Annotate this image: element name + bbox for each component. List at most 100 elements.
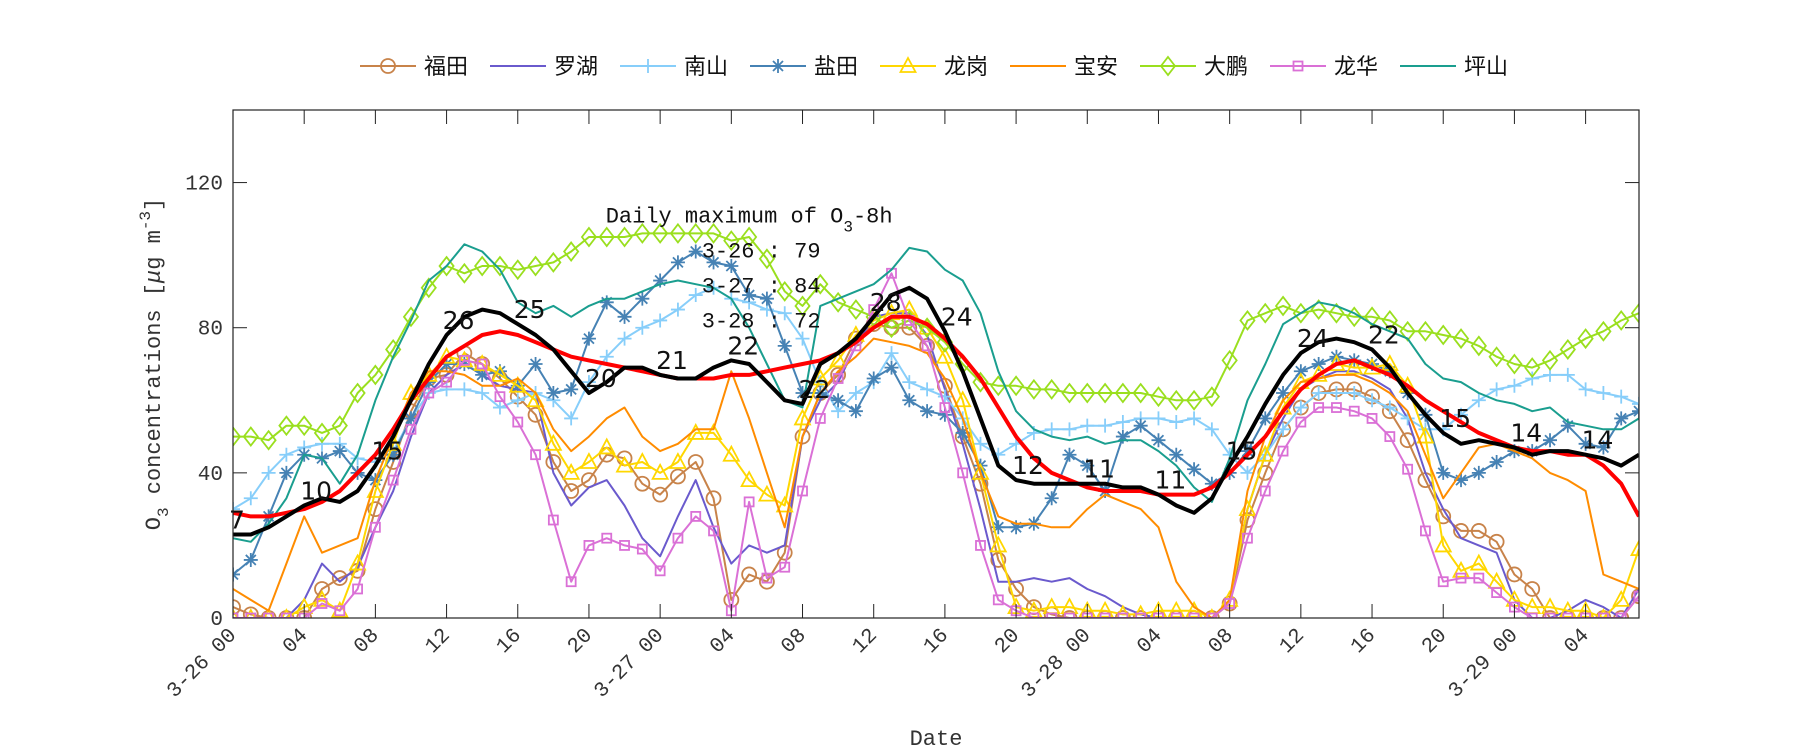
data-point (957, 467, 969, 479)
data-point (1382, 400, 1397, 415)
data-point (1242, 532, 1253, 544)
data-point (475, 367, 490, 382)
data-point (1132, 610, 1149, 618)
data-point (233, 502, 240, 517)
data-point (261, 465, 276, 480)
data-point (331, 415, 348, 437)
x-tick-label: 16 (1347, 625, 1381, 659)
data-point (456, 262, 473, 284)
data-point (280, 612, 292, 618)
data-point (829, 350, 848, 368)
data-point (1524, 357, 1541, 379)
y-axis-title: O3 concentrations [μg m-3] (137, 198, 173, 530)
data-point (1167, 600, 1186, 618)
data-point (1577, 328, 1594, 350)
data-point (975, 540, 986, 551)
legend-marker (771, 59, 785, 73)
data-point (991, 520, 1006, 535)
data-point (1420, 525, 1431, 537)
data-point (457, 382, 472, 397)
data-point (490, 364, 509, 382)
smooth-line (233, 314, 1639, 519)
data-point (724, 259, 739, 274)
data-point (579, 452, 598, 469)
legend-marker (1159, 55, 1177, 77)
data-point (1434, 535, 1453, 553)
data-point (474, 255, 491, 277)
mean-line-label: 22 (727, 331, 759, 360)
data-point (1062, 422, 1077, 437)
data-point (1257, 464, 1274, 481)
data-point (1132, 382, 1149, 404)
data-point (1560, 418, 1575, 433)
data-point (402, 306, 420, 328)
data-point (1346, 306, 1363, 328)
axes-box (232, 109, 1640, 619)
mean-line-label: 15 (1439, 404, 1471, 433)
data-point (1204, 476, 1219, 491)
data-point (937, 389, 952, 404)
data-point (814, 413, 826, 424)
data-point (263, 612, 274, 618)
data-point (599, 295, 614, 310)
data-point (441, 376, 452, 388)
data-point (314, 581, 330, 597)
data-point (1169, 447, 1184, 462)
data-point (1416, 426, 1435, 444)
data-point (1044, 422, 1059, 437)
data-point (777, 338, 792, 353)
data-point (848, 404, 863, 419)
data-point (688, 244, 703, 259)
data-point (1240, 465, 1255, 480)
data-point (920, 382, 935, 397)
data-point (1169, 415, 1184, 430)
data-point (1633, 590, 1639, 602)
data-point (1046, 612, 1058, 618)
data-point (601, 532, 613, 544)
daily-max-annotation: Daily maximum of O3-8h 3-26 : 79 3-27 : 84… (606, 205, 893, 335)
data-point (1185, 389, 1203, 411)
data-point (992, 594, 1004, 606)
data-point (242, 606, 259, 618)
data-point (349, 382, 366, 404)
data-point (1596, 440, 1611, 455)
data-point (883, 317, 900, 339)
data-point (1363, 306, 1381, 328)
data-point (704, 423, 723, 440)
data-point (1470, 335, 1487, 357)
data-point (1064, 612, 1075, 618)
data-point (776, 280, 793, 302)
data-point (245, 612, 257, 618)
y-axis-title-part: O (142, 517, 167, 530)
data-point (1331, 402, 1342, 413)
data-point (1096, 600, 1115, 618)
data-point (1009, 520, 1024, 535)
data-point (633, 452, 652, 469)
mean-line-label: 24 (941, 302, 973, 331)
data-point (743, 496, 755, 508)
data-point (1079, 382, 1096, 404)
data-point (884, 360, 899, 375)
data-point (1595, 320, 1612, 342)
data-point (1099, 612, 1111, 618)
data-point (794, 428, 811, 445)
data-point (331, 570, 348, 586)
mean-line-label: 22 (1368, 320, 1400, 349)
data-point (581, 331, 596, 346)
data-point (1558, 600, 1577, 618)
data-point (562, 462, 581, 480)
data-point (243, 491, 258, 506)
data-point (1114, 382, 1132, 404)
data-point (1365, 393, 1380, 408)
data-point (597, 437, 616, 455)
data-point (1117, 612, 1129, 618)
x-tick-label: 04 (706, 625, 740, 659)
data-point (530, 449, 541, 461)
data-point (758, 248, 776, 270)
data-point (866, 371, 881, 386)
data-point (314, 436, 329, 451)
legend-item: 罗湖 (490, 55, 598, 80)
data-point (313, 422, 331, 444)
data-point (616, 226, 633, 248)
